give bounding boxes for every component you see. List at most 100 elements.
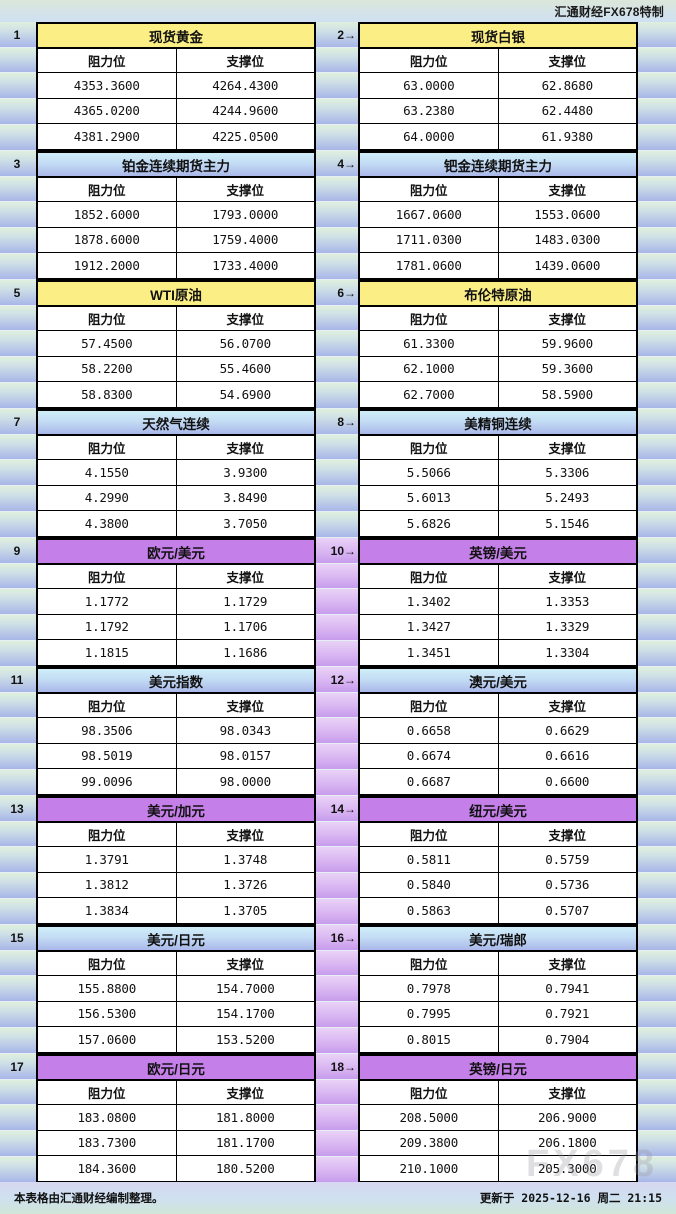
resistance-value: 1667.0600	[360, 202, 499, 227]
gutter-spacer-cell	[316, 254, 358, 280]
gutter-spacer-cell	[638, 486, 676, 512]
gutter-spacer-cell	[0, 822, 36, 847]
column-header-support: 支撑位	[226, 184, 264, 199]
column-header-resistance: 阻力位	[360, 307, 499, 331]
quote-table-right: 澳元/美元 阻力位 支撑位 0.6658 0.6629 0.6674 0.6616 0.668…	[358, 667, 638, 796]
table-row: 209.3800 206.1800	[360, 1130, 636, 1156]
table-row: 1.1815 1.1686	[38, 639, 314, 665]
table-row: 1.3427 1.3329	[360, 614, 636, 640]
support-value: 58.5900	[541, 386, 593, 402]
gutter-spacer-cell	[316, 770, 358, 796]
gutter-spacer-cell	[638, 228, 676, 254]
gutter-spacer-cell	[638, 770, 676, 796]
support-value: 0.5759	[545, 852, 590, 868]
gutter-spacer-cell	[638, 1028, 676, 1054]
column-header-row: 阻力位 支撑位	[38, 1081, 314, 1106]
gutter-left: 11	[0, 667, 36, 796]
quote-table-left: 美元/日元 阻力位 支撑位 155.8800 154.7000 156.5300 154.1…	[36, 925, 316, 1054]
support-value: 1.3748	[223, 852, 268, 868]
resistance-value: 1.3427	[360, 614, 499, 639]
gutter-spacer-cell	[316, 641, 358, 667]
resistance-value: 0.5840	[360, 872, 499, 897]
support-value: 206.9000	[537, 1110, 597, 1126]
gutter-right	[638, 151, 676, 280]
resistance-value: 5.6013	[360, 485, 499, 510]
row-index-cell	[638, 22, 676, 48]
row-index-cell: 10→	[316, 538, 358, 564]
column-header-row: 阻力位 支撑位	[38, 178, 314, 203]
gutter-spacer-cell	[0, 718, 36, 744]
quote-table-title: 美元/加元	[38, 798, 314, 824]
table-row: 4.1550 3.9300	[38, 460, 314, 486]
gutter-right	[638, 22, 676, 151]
gutter-spacer-cell	[0, 177, 36, 202]
gutter-spacer-cell	[638, 73, 676, 99]
table-row: 210.1000 205.3000	[360, 1155, 636, 1181]
quote-table-title: 纽元/美元	[360, 798, 636, 824]
support-value: 4244.9600	[212, 103, 279, 119]
resistance-value: 0.8015	[360, 1026, 499, 1052]
column-header-row: 阻力位 支撑位	[360, 952, 636, 977]
support-value: 181.8000	[215, 1110, 275, 1126]
footer: 本表格由汇通财经编制整理。 更新于 2025-12-16 周二 21:15	[0, 1182, 676, 1214]
support-value: 1793.0000	[212, 207, 279, 223]
support-value: 98.0343	[219, 723, 271, 739]
table-row: 1.3451 1.3304	[360, 639, 636, 665]
gutter-spacer-cell	[0, 1080, 36, 1105]
gutter-spacer-cell	[0, 73, 36, 99]
gutter-spacer-cell	[0, 847, 36, 873]
support-value: 62.8680	[541, 78, 593, 94]
row-index-cell: 17	[0, 1054, 36, 1080]
gutter-spacer-cell	[638, 641, 676, 667]
column-header-row: 阻力位 支撑位	[38, 952, 314, 977]
table-row: 0.5811 0.5759	[360, 847, 636, 873]
gutter-spacer-cell	[638, 383, 676, 409]
resistance-value: 63.2380	[360, 98, 499, 123]
gutter-spacer-cell	[316, 615, 358, 641]
column-header-row: 阻力位 支撑位	[38, 565, 314, 590]
gutter-middle: 16→	[316, 925, 358, 1054]
support-value: 0.6629	[545, 723, 590, 739]
gutter-spacer-cell	[638, 976, 676, 1002]
table-row: 4.3800 3.7050	[38, 510, 314, 536]
row-index-cell	[638, 151, 676, 177]
column-header-resistance: 阻力位	[360, 823, 499, 847]
row-index-cell	[638, 796, 676, 822]
quote-table-left: WTI原油 阻力位 支撑位 57.4500 56.0700 58.2200 55.4600 5…	[36, 280, 316, 409]
table-row: 62.1000 59.3600	[360, 356, 636, 382]
quote-table-left: 天然气连续 阻力位 支撑位 4.1550 3.9300 4.2990 3.8490 4.380…	[36, 409, 316, 538]
gutter-spacer-cell	[316, 1105, 358, 1131]
gutter-spacer-cell	[638, 847, 676, 873]
gutter-spacer-cell	[638, 48, 676, 73]
table-row: 5.5066 5.3306	[360, 460, 636, 486]
table-row: 4365.0200 4244.9600	[38, 98, 314, 124]
quote-table-right: 布伦特原油 阻力位 支撑位 61.3300 59.9600 62.1000 59.3600 6…	[358, 280, 638, 409]
resistance-value: 0.7978	[360, 976, 499, 1001]
gutter-spacer-cell	[638, 744, 676, 770]
table-row: 157.0600 153.5200	[38, 1026, 314, 1052]
resistance-value: 1.3812	[38, 872, 177, 897]
table-row: 98.3506 98.0343	[38, 718, 314, 744]
gutter-spacer-cell	[316, 306, 358, 331]
resistance-value: 209.3800	[360, 1130, 499, 1155]
gutter-spacer-cell	[316, 1002, 358, 1028]
quote-table-title: 英镑/美元	[360, 540, 636, 566]
table-row: 0.6674 0.6616	[360, 743, 636, 769]
resistance-value: 98.3506	[38, 718, 177, 743]
column-header-resistance: 阻力位	[38, 694, 177, 718]
gutter-spacer-cell	[0, 202, 36, 228]
quote-table-right: 美元/瑞郎 阻力位 支撑位 0.7978 0.7941 0.7995 0.7921 0.801…	[358, 925, 638, 1054]
quote-block: 7 天然气连续 阻力位 支撑位 4.1550 3.9300 4.2990 3.8490 4.38…	[0, 409, 676, 538]
gutter-spacer-cell	[0, 331, 36, 357]
resistance-value: 1711.0300	[360, 227, 499, 252]
support-value: 181.1700	[215, 1135, 275, 1151]
support-value: 154.1700	[215, 1006, 275, 1022]
support-value: 3.7050	[223, 515, 268, 531]
gutter-spacer-cell	[638, 718, 676, 744]
quote-block: 5 WTI原油 阻力位 支撑位 57.4500 56.0700 58.2200 55.4600…	[0, 280, 676, 409]
gutter-spacer-cell	[638, 1157, 676, 1183]
support-value: 5.2493	[545, 490, 590, 506]
gutter-spacer-cell	[316, 976, 358, 1002]
gutter-spacer-cell	[638, 125, 676, 151]
gutter-right	[638, 796, 676, 925]
